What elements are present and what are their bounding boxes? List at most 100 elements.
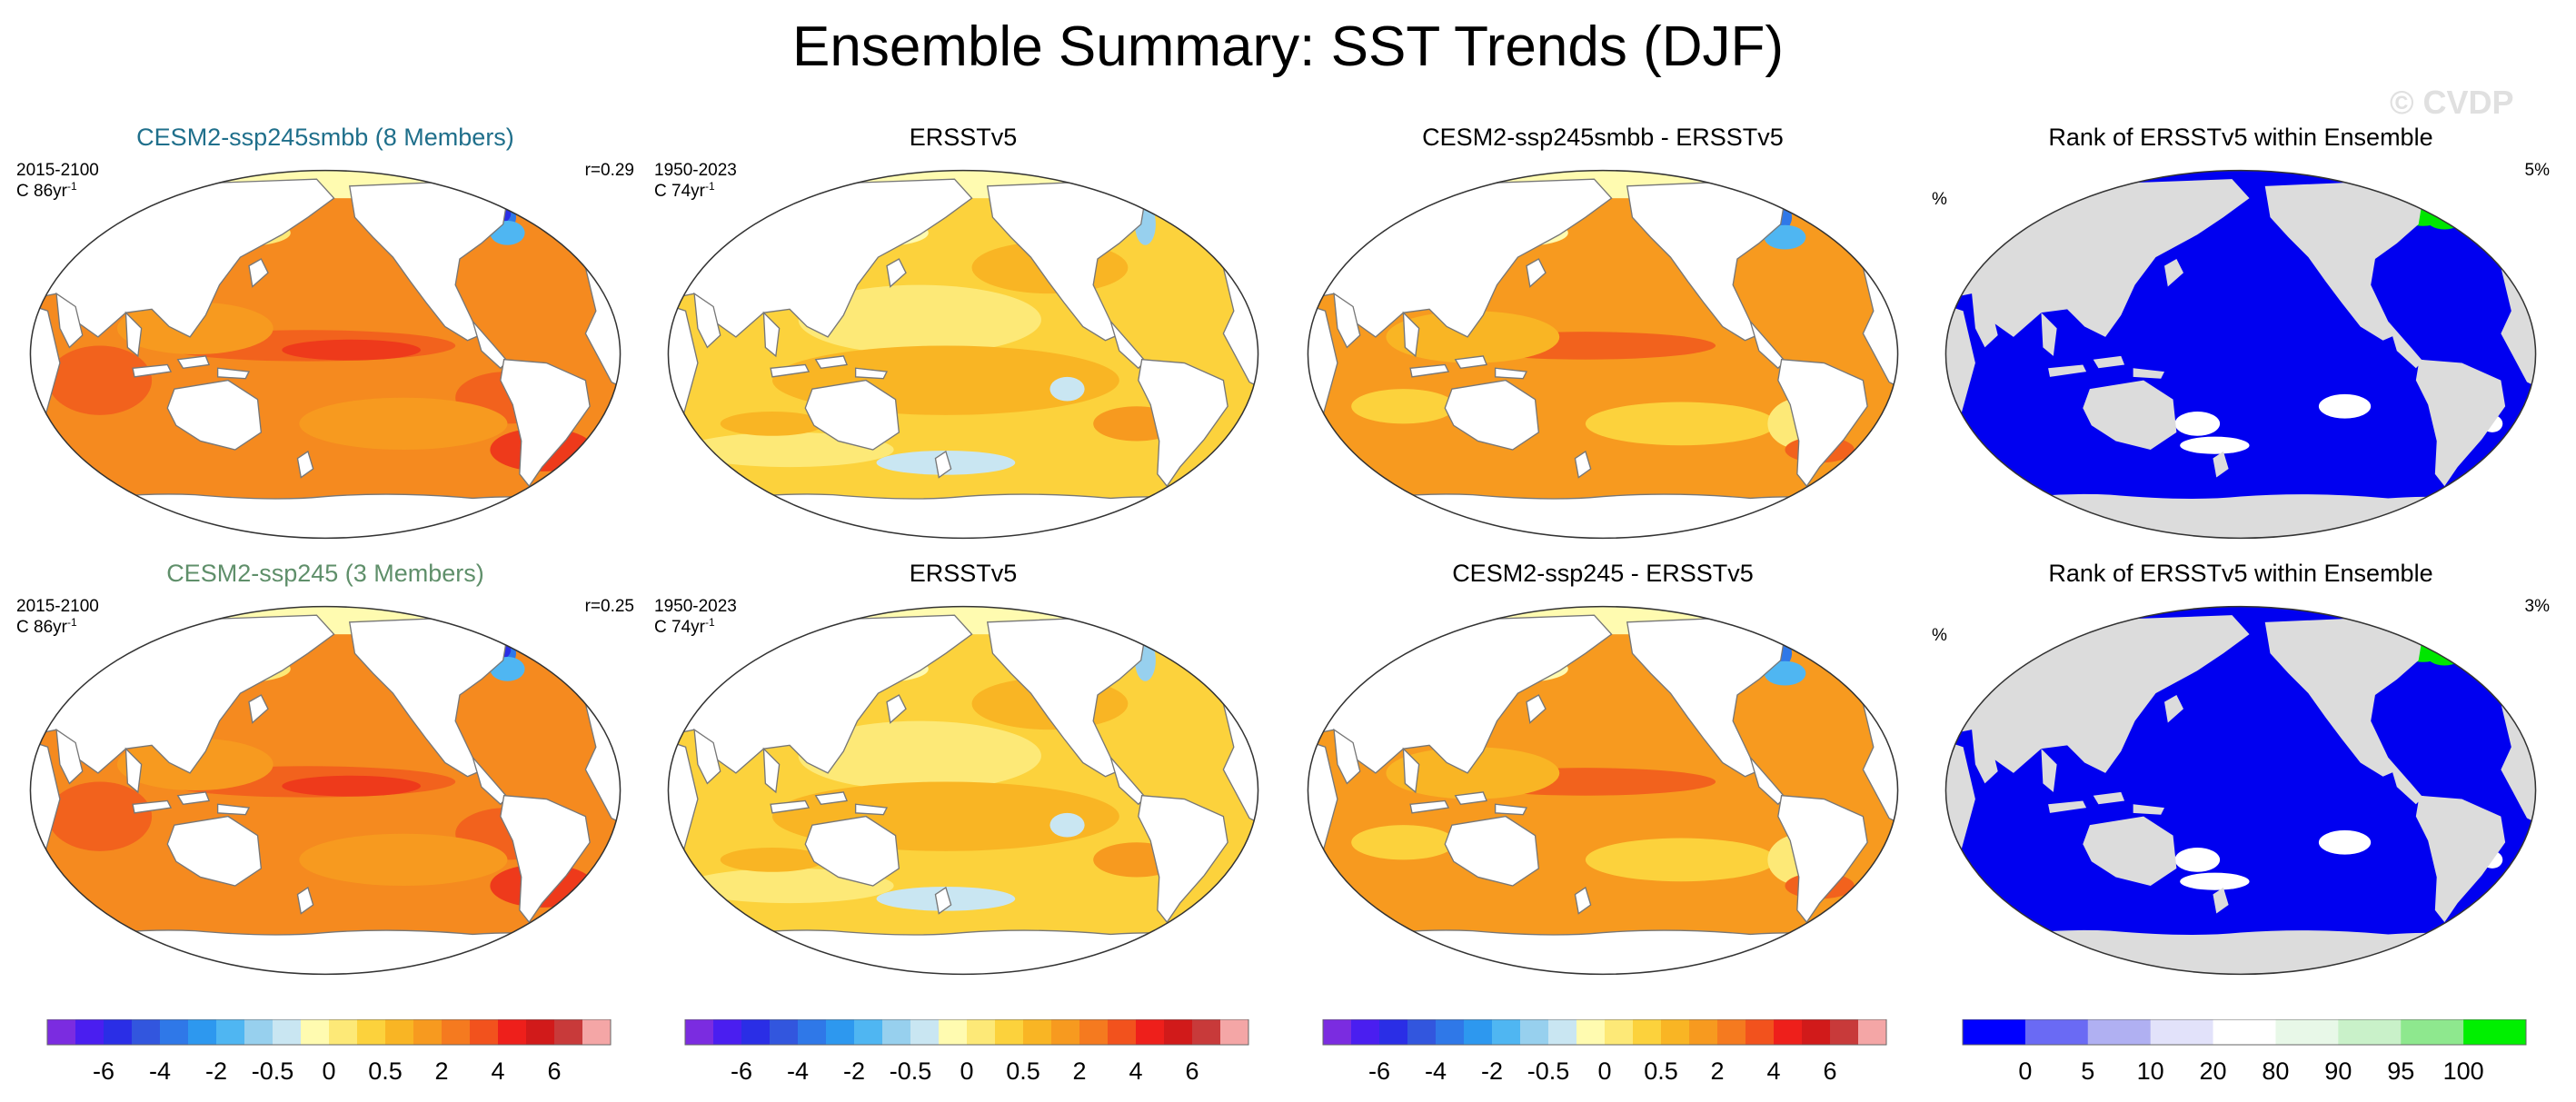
rank-colorbar: 0 5 10 20 80 90 95 100: [1962, 1019, 2527, 1085]
field-anomaly: [299, 397, 508, 450]
field-anomaly: [2425, 204, 2464, 230]
colorbar-tick-label: 6: [547, 1057, 561, 1085]
colorbar-swatch: [967, 1019, 996, 1045]
colorbar-swatch: [882, 1019, 911, 1045]
colorbar-tick-label: 4: [1129, 1057, 1142, 1085]
colorbar-swatch: [2338, 1019, 2402, 1045]
figure-title: Ensemble Summary: SST Trends (DJF): [791, 15, 1785, 78]
field-anomaly: [1049, 812, 1085, 838]
field-anomaly: [299, 833, 508, 886]
field-anomaly: [2054, 619, 2080, 633]
field-anomaly: [2174, 848, 2221, 872]
colorbar-swatch: [1717, 1019, 1746, 1045]
map-border: [1307, 169, 1899, 540]
colorbar-swatch: [685, 1019, 714, 1045]
period-label: 1950-2023: [654, 161, 737, 180]
colorbar-tick-label: 20: [2200, 1057, 2227, 1085]
colorbar-tick-label: -2: [205, 1057, 227, 1085]
colorbar-tick-label: 6: [1823, 1057, 1836, 1085]
field-anomaly: [47, 781, 153, 851]
colorbar-swatch: [1136, 1019, 1165, 1045]
map-border: [667, 169, 1259, 540]
colorbar-swatch: [357, 1019, 386, 1045]
colorbar-tick-label: 80: [2262, 1057, 2289, 1085]
colorbar-swatch: [1351, 1019, 1380, 1045]
field-anomaly: [1386, 747, 1560, 799]
colorbar-tick-label: 4: [1766, 1057, 1780, 1085]
colorbar-swatch: [413, 1019, 443, 1045]
colorbar-swatch: [1689, 1019, 1718, 1045]
colorbar-swatch: [1858, 1019, 1887, 1045]
units-label: C 86yr: [16, 182, 67, 201]
colorbar-swatch: [1164, 1019, 1193, 1045]
field-anomaly: [282, 775, 421, 797]
rank-units: %: [1932, 626, 1947, 645]
colorbar-tick-label: 0: [322, 1057, 335, 1085]
colorbar-tick-label: 0.5: [1006, 1057, 1040, 1085]
colorbar-swatch: [132, 1019, 161, 1045]
colorbar-tick-label: 2: [1072, 1057, 1086, 1085]
colorbar-swatch: [104, 1019, 133, 1045]
panel-title: ERSSTv5: [909, 560, 1018, 587]
colorbar-swatch: [160, 1019, 189, 1045]
field-anomaly: [282, 339, 421, 361]
colorbar-swatch: [498, 1019, 527, 1045]
map-border: [667, 605, 1259, 976]
colorbar-tick-label: 2: [1710, 1057, 1724, 1085]
colorbar-swatch: [741, 1019, 771, 1045]
colorbar-swatch: [385, 1019, 414, 1045]
panel-title: CESM2-ssp245smbb (8 Members): [136, 124, 514, 151]
colorbar-swatch: [526, 1019, 555, 1045]
colorbar-tick-label: 95: [2387, 1057, 2414, 1085]
rank-units: %: [1932, 190, 1947, 209]
colorbar-swatch: [1774, 1019, 1803, 1045]
field-anomaly: [798, 720, 1041, 790]
colorbar-swatch: [1464, 1019, 1493, 1045]
units-label: C 74yr: [654, 618, 705, 637]
colorbar-tick-label: 100: [2443, 1057, 2484, 1085]
rank-percent: 3%: [2524, 597, 2550, 616]
colorbar-tick-label: -0.5: [1527, 1057, 1570, 1085]
units-exponent: -1: [66, 180, 77, 193]
colorbar-frame: [684, 1019, 1249, 1046]
colorbar-swatch: [1023, 1019, 1052, 1045]
colorbar-tick-label: 0.5: [368, 1057, 403, 1085]
field-anomaly: [798, 284, 1041, 354]
field-anomaly: [2318, 393, 2372, 419]
panel-period: %: [1932, 625, 1947, 646]
colorbar-swatch: [554, 1019, 583, 1045]
panel-period: 2015-2100 C 86yr-1: [16, 596, 99, 638]
panel-title: CESM2-ssp245 (3 Members): [166, 560, 484, 587]
field-anomaly: [1351, 825, 1456, 860]
field-anomaly: [1351, 389, 1456, 424]
colorbar-swatch: [301, 1019, 330, 1045]
units-exponent: -1: [66, 616, 77, 629]
panel-title: CESM2-ssp245 - ERSSTv5: [1452, 560, 1754, 587]
trend-colorbar-1: -6 -4 -2 -0.5 0 0.5 2 4 6: [46, 1019, 612, 1085]
field-anomaly: [1585, 402, 1776, 446]
map-border: [1944, 605, 2537, 976]
colorbar-swatch: [1661, 1019, 1690, 1045]
field-anomaly: [2054, 183, 2080, 197]
panel-title: Rank of ERSSTv5 within Ensemble: [2048, 560, 2433, 587]
colorbar-swatch: [854, 1019, 883, 1045]
colorbar-swatch: [1220, 1019, 1249, 1045]
trend-colorbar-2: -6 -4 -2 -0.5 0 0.5 2 4 6: [684, 1019, 1249, 1085]
panel-period: 1950-2023 C 74yr-1: [654, 596, 737, 638]
colorbar-swatch: [1079, 1019, 1109, 1045]
field-anomaly: [1764, 660, 1806, 686]
colorbar-swatch: [47, 1019, 76, 1045]
colorbar-swatch: [2150, 1019, 2214, 1045]
colorbar-swatch: [1963, 1019, 2026, 1045]
colorbar-tick-label: 5: [2081, 1057, 2094, 1085]
colorbar-swatch: [1323, 1019, 1352, 1045]
map-rank: [1944, 169, 2537, 540]
colorbar-swatch: [442, 1019, 471, 1045]
colorbar-swatch: [1407, 1019, 1437, 1045]
colorbar-swatch: [910, 1019, 940, 1045]
colorbar-swatch: [216, 1019, 245, 1045]
colorbar-tick-label: -4: [787, 1057, 809, 1085]
colorbar-swatch: [1802, 1019, 1831, 1045]
pattern-correlation: r=0.29: [584, 161, 634, 180]
colorbar-tick-label: 10: [2137, 1057, 2164, 1085]
